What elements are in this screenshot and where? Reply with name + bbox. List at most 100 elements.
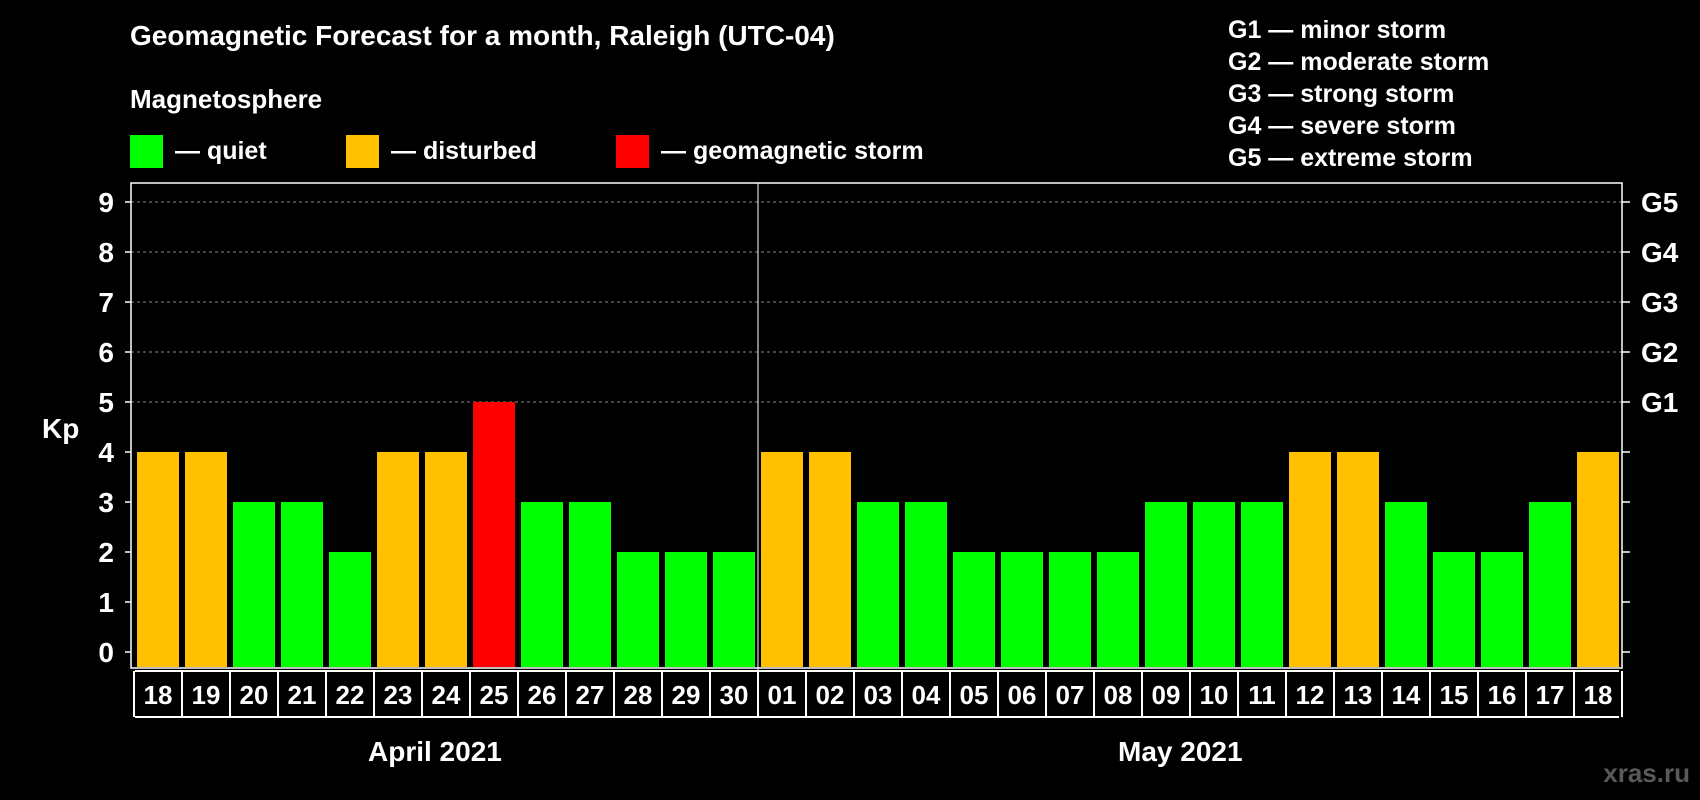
legend-swatch-quiet <box>130 135 163 168</box>
date-label-6: 24 <box>432 680 461 710</box>
y-tick-label-3: 3 <box>98 487 114 518</box>
legend-quiet: — quiet <box>130 135 267 168</box>
date-label-21: 09 <box>1152 680 1181 710</box>
date-label-2: 20 <box>240 680 269 710</box>
date-label-30: 18 <box>1584 680 1613 710</box>
date-label-19: 07 <box>1056 680 1085 710</box>
date-label-29: 17 <box>1536 680 1565 710</box>
date-label-4: 22 <box>336 680 365 710</box>
kp-bar-6 <box>425 452 467 667</box>
date-label-24: 12 <box>1296 680 1325 710</box>
kp-bar-20 <box>1097 552 1139 667</box>
kp-bar-7 <box>473 402 515 667</box>
legend-label-storm: — geomagnetic storm <box>661 137 924 165</box>
date-label-16: 04 <box>912 680 941 710</box>
kp-bar-28 <box>1481 552 1523 667</box>
g-scale-label-g3: G3 <box>1641 287 1678 318</box>
date-label-9: 27 <box>576 680 605 710</box>
y-tick-label-7: 7 <box>98 287 114 318</box>
storm-scale-list: G1 — minor storm G2 — moderate storm G3 … <box>1228 14 1489 174</box>
kp-bar-18 <box>1001 552 1043 667</box>
storm-scale-g1: G1 — minor storm <box>1228 16 1447 44</box>
y-tick-label-6: 6 <box>98 337 114 368</box>
legend-swatch-storm <box>616 135 649 168</box>
storm-scale-g2: G2 — moderate storm <box>1228 48 1490 76</box>
kp-bar-2 <box>233 502 275 667</box>
y-tick-label-4: 4 <box>98 437 114 468</box>
date-label-14: 02 <box>816 680 845 710</box>
watermark: xras.ru <box>1603 758 1690 788</box>
y-tick-label-5: 5 <box>98 387 114 418</box>
kp-bar-17 <box>953 552 995 667</box>
date-label-8: 26 <box>528 680 557 710</box>
g-scale-label-g1: G1 <box>1641 387 1678 418</box>
date-label-23: 11 <box>1248 680 1276 710</box>
y-tick-label-1: 1 <box>98 587 114 618</box>
kp-bar-9 <box>569 502 611 667</box>
date-label-5: 23 <box>384 680 413 710</box>
kp-bar-0 <box>137 452 179 667</box>
storm-scale-g4: G4 — severe storm <box>1228 112 1456 140</box>
kp-bar-24 <box>1289 452 1331 667</box>
date-label-0: 18 <box>144 680 173 710</box>
date-label-1: 19 <box>192 680 221 710</box>
magnetosphere-label: Magnetosphere <box>130 84 323 114</box>
storm-scale-g5: G5 — extreme storm <box>1228 144 1473 172</box>
date-label-11: 29 <box>672 680 701 710</box>
kp-bar-5 <box>377 452 419 667</box>
legend-label-disturbed: — disturbed <box>391 137 537 165</box>
kp-bar-26 <box>1385 502 1427 667</box>
kp-bar-4 <box>329 552 371 667</box>
kp-bar-12 <box>713 552 755 667</box>
y-tick-label-2: 2 <box>98 537 114 568</box>
date-label-10: 28 <box>624 680 653 710</box>
y-tick-label-9: 9 <box>98 187 114 218</box>
kp-bar-1 <box>185 452 227 667</box>
y-tick-label-0: 0 <box>98 637 114 668</box>
kp-bar-23 <box>1241 502 1283 667</box>
kp-bar-25 <box>1337 452 1379 667</box>
month-label-april: April 2021 <box>368 736 502 767</box>
kp-bar-11 <box>665 552 707 667</box>
date-label-27: 15 <box>1440 680 1469 710</box>
date-label-12: 30 <box>720 680 749 710</box>
kp-bar-3 <box>281 502 323 667</box>
date-label-7: 25 <box>480 680 509 710</box>
kp-bar-21 <box>1145 502 1187 667</box>
date-label-28: 16 <box>1488 680 1517 710</box>
chart-title: Geomagnetic Forecast for a month, Raleig… <box>130 20 835 51</box>
plot-frame <box>130 182 1623 669</box>
date-label-22: 10 <box>1200 680 1229 710</box>
y-axis-label: Kp <box>42 413 79 444</box>
date-label-17: 05 <box>960 680 989 710</box>
kp-bar-15 <box>857 502 899 667</box>
date-label-15: 03 <box>864 680 893 710</box>
kp-bar-22 <box>1193 502 1235 667</box>
kp-bar-27 <box>1433 552 1475 667</box>
g-scale-label-g4: G4 <box>1641 237 1679 268</box>
kp-bar-30 <box>1577 452 1619 667</box>
date-label-26: 14 <box>1392 680 1421 710</box>
legend-disturbed: — disturbed <box>346 135 537 168</box>
legend-storm: — geomagnetic storm <box>616 135 924 168</box>
date-label-18: 06 <box>1008 680 1037 710</box>
date-label-20: 08 <box>1104 680 1133 710</box>
g-scale-label-g2: G2 <box>1641 337 1678 368</box>
month-label-may: May 2021 <box>1118 736 1243 767</box>
kp-bar-19 <box>1049 552 1091 667</box>
kp-bar-29 <box>1529 502 1571 667</box>
g-scale-label-g5: G5 <box>1641 187 1678 218</box>
kp-bar-16 <box>905 502 947 667</box>
kp-bar-10 <box>617 552 659 667</box>
legend-label-quiet: — quiet <box>175 137 267 165</box>
legend-swatch-disturbed <box>346 135 379 168</box>
date-label-3: 21 <box>288 680 317 710</box>
y-tick-label-8: 8 <box>98 237 114 268</box>
storm-scale-g3: G3 — strong storm <box>1228 80 1455 108</box>
date-label-25: 13 <box>1344 680 1373 710</box>
date-label-13: 01 <box>768 680 797 710</box>
kp-bar-13 <box>761 452 803 667</box>
kp-bar-14 <box>809 452 851 667</box>
kp-bar-8 <box>521 502 563 667</box>
